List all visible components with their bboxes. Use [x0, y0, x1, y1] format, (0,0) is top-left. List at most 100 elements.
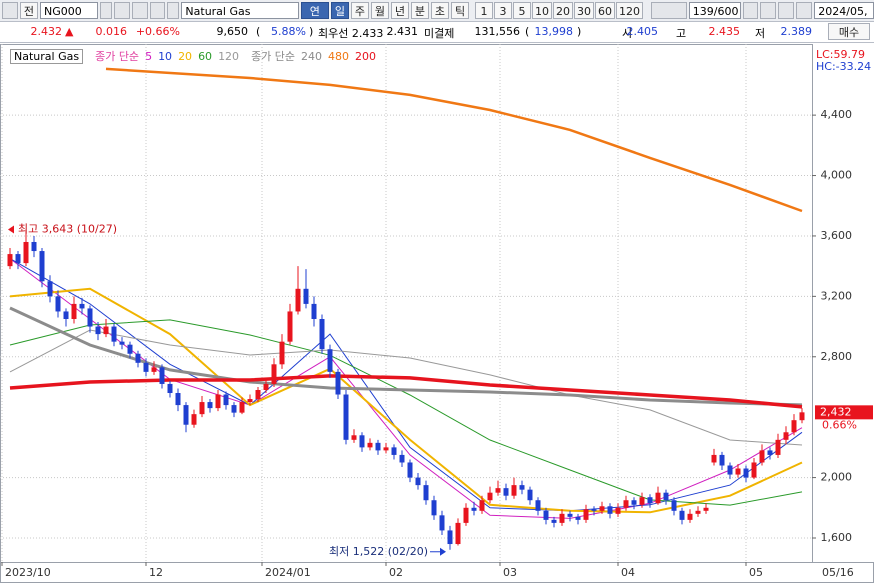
period-button[interactable]: 년: [390, 2, 409, 19]
candle-body: [135, 353, 141, 363]
candle-body: [463, 507, 469, 523]
interval-button[interactable]: 30: [573, 2, 594, 19]
legend: Natural Gas 종가 단순 5 10 20 60 120 종가 단순 240 480 20…: [10, 48, 376, 64]
candle-body: [767, 450, 773, 455]
ma-line: [9, 258, 803, 519]
candle-body: [671, 500, 677, 511]
candle-body: [735, 468, 741, 475]
candle-body: [439, 515, 445, 531]
legend-item: 120: [218, 49, 240, 63]
candle-body: [511, 485, 517, 496]
open: 2.405: [626, 25, 659, 38]
candle-body: [455, 522, 461, 545]
candle-body: [119, 341, 125, 345]
interval-button[interactable]: 5: [512, 2, 531, 19]
period-button[interactable]: 주: [350, 2, 369, 19]
code-button[interactable]: 전: [19, 2, 39, 19]
high-marker: [8, 225, 14, 234]
period-button[interactable]: 연결: [300, 2, 329, 35]
candle-body: [591, 509, 597, 511]
candle-body: [479, 500, 485, 511]
candle-body: [247, 399, 253, 403]
code-input[interactable]: NG000: [40, 2, 98, 19]
tool-icon[interactable]: [167, 2, 180, 19]
candle-body: [127, 344, 133, 354]
tool-icon[interactable]: [778, 2, 795, 19]
candle-body: [63, 311, 69, 320]
candle-body: [495, 488, 501, 493]
candle-body: [295, 288, 301, 312]
candle-body: [791, 420, 797, 433]
dropdown[interactable]: [99, 2, 112, 19]
candle-body: [711, 454, 717, 463]
legend-item: 5: [145, 49, 153, 63]
candle-body: [423, 485, 429, 501]
candle-body: [87, 308, 93, 327]
candle-body: [799, 412, 805, 421]
tool-icon[interactable]: [149, 2, 166, 19]
candle-body: [103, 326, 109, 335]
candle-body: [95, 326, 101, 335]
legend-item: 20: [178, 49, 193, 63]
candle-body: [111, 326, 117, 342]
candle-body: [279, 341, 285, 365]
candle-body: [639, 497, 645, 505]
tool-icon[interactable]: [650, 2, 687, 19]
candle-body: [543, 510, 549, 520]
name-input[interactable]: Natural Gas: [181, 2, 299, 19]
interval-button[interactable]: 20: [552, 2, 573, 19]
period-button[interactable]: 틱: [450, 2, 469, 19]
candle-body: [663, 492, 669, 501]
period-button[interactable]: 분: [410, 2, 429, 19]
candle-body: [159, 367, 165, 384]
ma-line: [105, 67, 803, 213]
tool-icon[interactable]: [131, 2, 148, 19]
interval-button[interactable]: 1: [474, 2, 493, 19]
candle-body: [687, 513, 693, 520]
period-button[interactable]: 월: [370, 2, 389, 19]
lc-label: LC:59.79: [816, 48, 865, 61]
period-button[interactable]: 초: [430, 2, 449, 19]
paren: (: [256, 25, 261, 38]
candle-body: [407, 462, 413, 478]
tool-icon[interactable]: [796, 2, 813, 19]
hc-label: HC:-33.24: [816, 60, 871, 73]
order-button[interactable]: 매수: [828, 23, 870, 40]
change-pct: +0.66%: [135, 25, 180, 38]
quote-bar: 2.432 ▲ 0.016 +0.66% 9,650 ( 5.88% ) 최우선…: [0, 22, 874, 43]
candle-body: [447, 530, 453, 545]
oi-label: 미결제: [424, 27, 455, 40]
candle-body: [679, 510, 685, 520]
ma-line: [9, 329, 803, 446]
candle-body: [471, 507, 477, 511]
candle-body: [39, 251, 45, 282]
interval-button[interactable]: 120: [615, 2, 643, 19]
ma-line: [9, 306, 803, 407]
candle-body: [743, 468, 749, 478]
interval-button[interactable]: 60: [594, 2, 615, 19]
tool-icon[interactable]: [742, 2, 759, 19]
interval-button[interactable]: 10: [531, 2, 552, 19]
last-pct: 0.66%: [822, 418, 857, 431]
volume: 9,650: [216, 25, 249, 38]
legend-item: 10: [158, 49, 173, 63]
count-input[interactable]: 139/600: [688, 2, 741, 19]
tool-icon[interactable]: [113, 2, 130, 19]
legend-item: 240: [301, 49, 323, 63]
candle-body: [311, 303, 317, 320]
tool-icon[interactable]: [760, 2, 777, 19]
candle-body: [199, 402, 205, 415]
period-button[interactable]: 일: [330, 2, 349, 19]
menu-icon[interactable]: [2, 2, 18, 19]
y-tick-label: 2,000: [821, 471, 853, 484]
interval-button[interactable]: 3: [493, 2, 512, 19]
paren: ): [577, 25, 582, 38]
legend-item: 200: [355, 49, 377, 63]
y-tick-label: 4,400: [821, 108, 853, 121]
candle-body: [143, 362, 149, 372]
date-input[interactable]: 2024/05,: [814, 2, 874, 19]
candle-body: [375, 442, 381, 451]
low-marker: [440, 547, 446, 556]
candle-body: [191, 414, 197, 425]
